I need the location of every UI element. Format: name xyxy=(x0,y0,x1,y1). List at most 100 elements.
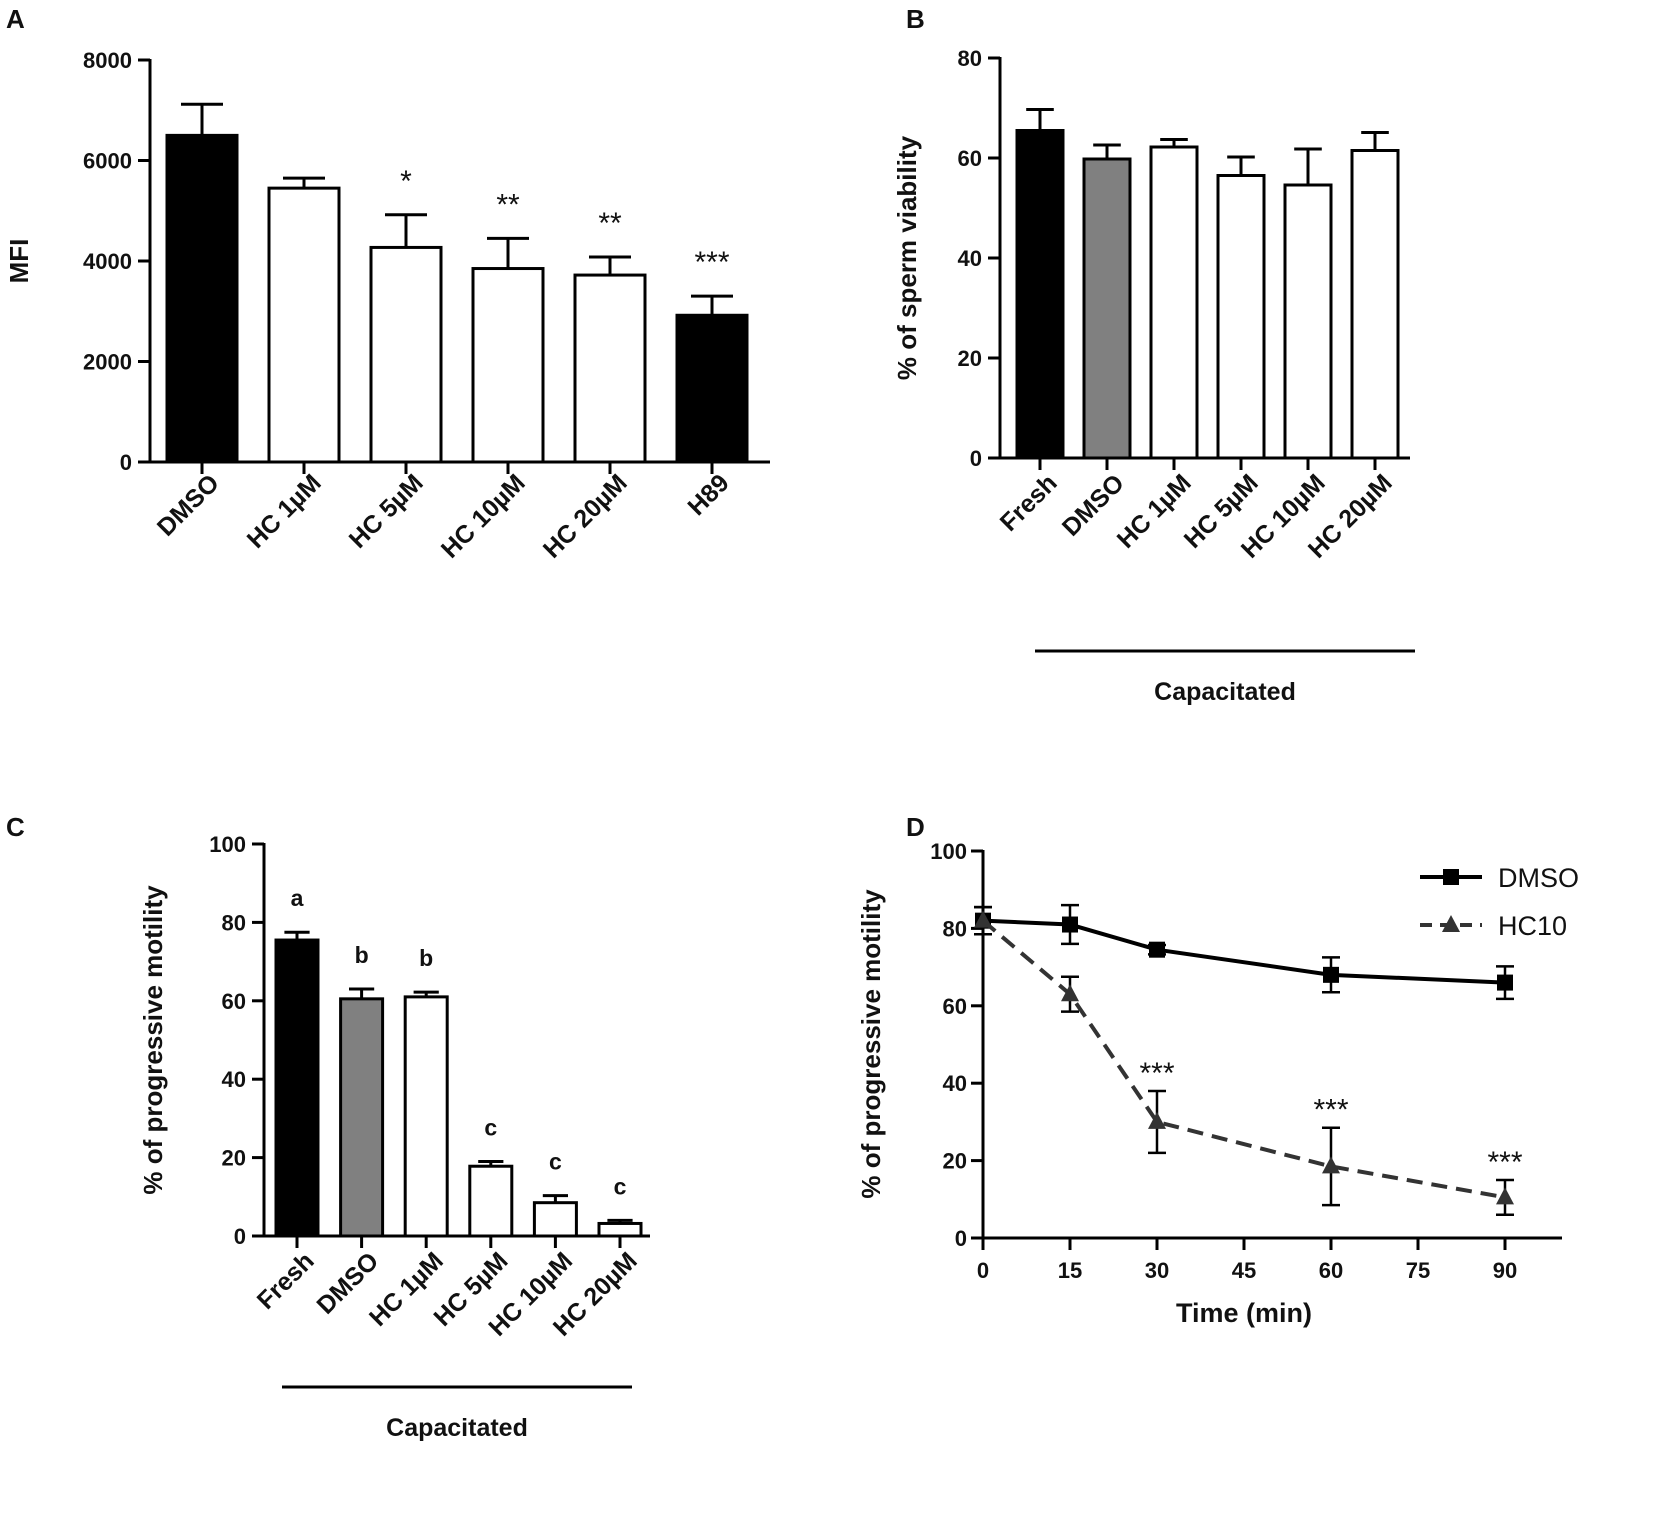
x-tick-label: 75 xyxy=(1406,1258,1430,1283)
bar xyxy=(675,313,749,464)
bar xyxy=(471,267,545,464)
significance-label: *** xyxy=(1139,1057,1174,1090)
significance-label: b xyxy=(355,942,369,968)
panel-label-c: C xyxy=(6,812,25,842)
data-point-hc10 xyxy=(1148,1111,1166,1129)
bar xyxy=(1216,174,1266,460)
y-tick-label: 40 xyxy=(958,246,982,271)
y-tick-label: 40 xyxy=(943,1071,967,1096)
significance-label: c xyxy=(614,1173,627,1199)
legend-marker-dmso xyxy=(1443,869,1459,885)
significance-label: a xyxy=(291,885,304,911)
y-tick-label: 0 xyxy=(955,1226,967,1251)
bar xyxy=(274,938,320,1238)
significance-label: *** xyxy=(1487,1146,1522,1179)
series-line-hc10 xyxy=(981,919,1506,1200)
x-tick-label: 90 xyxy=(1493,1258,1517,1283)
y-tick-label: 2000 xyxy=(83,350,132,375)
y-axis-label: MFI xyxy=(4,239,34,284)
x-category-label: H89 xyxy=(682,469,734,521)
x-category-label: DMSO xyxy=(152,469,225,542)
x-category-label: HC 10µM xyxy=(436,469,531,564)
x-axis-label: Time (min) xyxy=(1176,1298,1312,1328)
data-point-dmso xyxy=(1149,941,1165,958)
bar xyxy=(532,1201,578,1238)
bar xyxy=(1283,183,1333,460)
x-tick-label: 0 xyxy=(977,1258,989,1283)
chart-panel-c: 0 20 40 60 80 100 % of progressive motility Fre… xyxy=(138,832,650,1442)
group-label: Capacitated xyxy=(386,1414,528,1442)
y-tick-label: 20 xyxy=(943,1149,967,1174)
bar xyxy=(267,186,341,464)
significance-label: c xyxy=(484,1115,497,1141)
panel-label-a: A xyxy=(6,4,25,34)
data-point-hc10 xyxy=(1322,1156,1340,1174)
data-point-dmso xyxy=(1323,966,1339,983)
bar xyxy=(573,273,647,464)
y-axis-label: % of sperm viability xyxy=(892,135,922,380)
y-tick-label: 60 xyxy=(222,989,246,1014)
x-tick-label: 15 xyxy=(1058,1258,1082,1283)
data-point-dmso xyxy=(1497,974,1513,991)
data-point-hc10 xyxy=(1496,1187,1514,1205)
y-axis-label: % of progressive motility xyxy=(138,885,168,1195)
x-tick-label: 45 xyxy=(1232,1258,1256,1283)
bar xyxy=(468,1164,514,1238)
bar xyxy=(403,995,449,1238)
y-tick-label: 100 xyxy=(209,832,246,857)
bar xyxy=(597,1221,643,1238)
legend-label: HC10 xyxy=(1498,911,1567,941)
bar xyxy=(369,245,443,464)
y-tick-label: 40 xyxy=(222,1067,246,1092)
significance-label: * xyxy=(400,165,412,198)
y-tick-label: 6000 xyxy=(83,149,132,174)
bar xyxy=(1149,145,1199,460)
data-point-hc10 xyxy=(974,910,992,928)
y-tick-label: 80 xyxy=(943,916,967,941)
data-point-dmso xyxy=(1062,916,1078,933)
legend-label: DMSO xyxy=(1498,863,1579,893)
significance-label: c xyxy=(549,1149,562,1175)
y-tick-label: 100 xyxy=(930,839,967,864)
y-tick-label: 8000 xyxy=(83,48,132,73)
y-tick-label: 0 xyxy=(234,1224,246,1249)
series-line-dmso xyxy=(982,918,1506,985)
y-tick-label: 80 xyxy=(222,910,246,935)
chart-panel-a: 0 2000 4000 6000 8000 MFI DMSO HC 1µM HC 5µM * HC … xyxy=(4,48,770,564)
panel-label-b: B xyxy=(906,4,925,34)
bar xyxy=(165,133,239,464)
chart-panel-d: 0 20 40 60 80 100 0 15 30 45 60 75 90 % of progressiv… xyxy=(856,839,1579,1328)
x-category-label: Fresh xyxy=(995,469,1063,537)
panel-label-d: D xyxy=(906,812,925,842)
x-tick-label: 60 xyxy=(1319,1258,1343,1283)
y-tick-label: 20 xyxy=(958,346,982,371)
significance-label: b xyxy=(419,945,433,971)
x-category-label: HC 5µM xyxy=(344,469,429,554)
x-tick-label: 30 xyxy=(1145,1258,1169,1283)
x-category-label: HC 1µM xyxy=(1112,469,1197,554)
group-label: Capacitated xyxy=(1154,678,1296,706)
y-tick-label: 0 xyxy=(970,446,982,471)
x-category-label: Fresh xyxy=(252,1247,320,1315)
bar xyxy=(1015,129,1065,460)
y-tick-label: 80 xyxy=(958,46,982,71)
bar xyxy=(1082,157,1132,460)
y-tick-label: 4000 xyxy=(83,249,132,274)
y-tick-label: 20 xyxy=(222,1146,246,1171)
significance-label: *** xyxy=(1313,1094,1348,1127)
bar xyxy=(1350,149,1400,460)
x-category-label: HC 20µM xyxy=(538,469,633,564)
y-tick-label: 0 xyxy=(120,450,132,475)
significance-label: ** xyxy=(598,207,622,240)
bar xyxy=(339,997,385,1238)
legend-marker-hc10 xyxy=(1442,915,1460,932)
y-axis-label: % of progressive motility xyxy=(856,889,886,1199)
data-point-hc10 xyxy=(1061,984,1079,1002)
y-tick-label: 60 xyxy=(958,146,982,171)
y-tick-label: 60 xyxy=(943,994,967,1019)
significance-label: ** xyxy=(496,188,520,221)
x-category-label: HC 1µM xyxy=(242,469,327,554)
significance-label: *** xyxy=(694,246,729,279)
